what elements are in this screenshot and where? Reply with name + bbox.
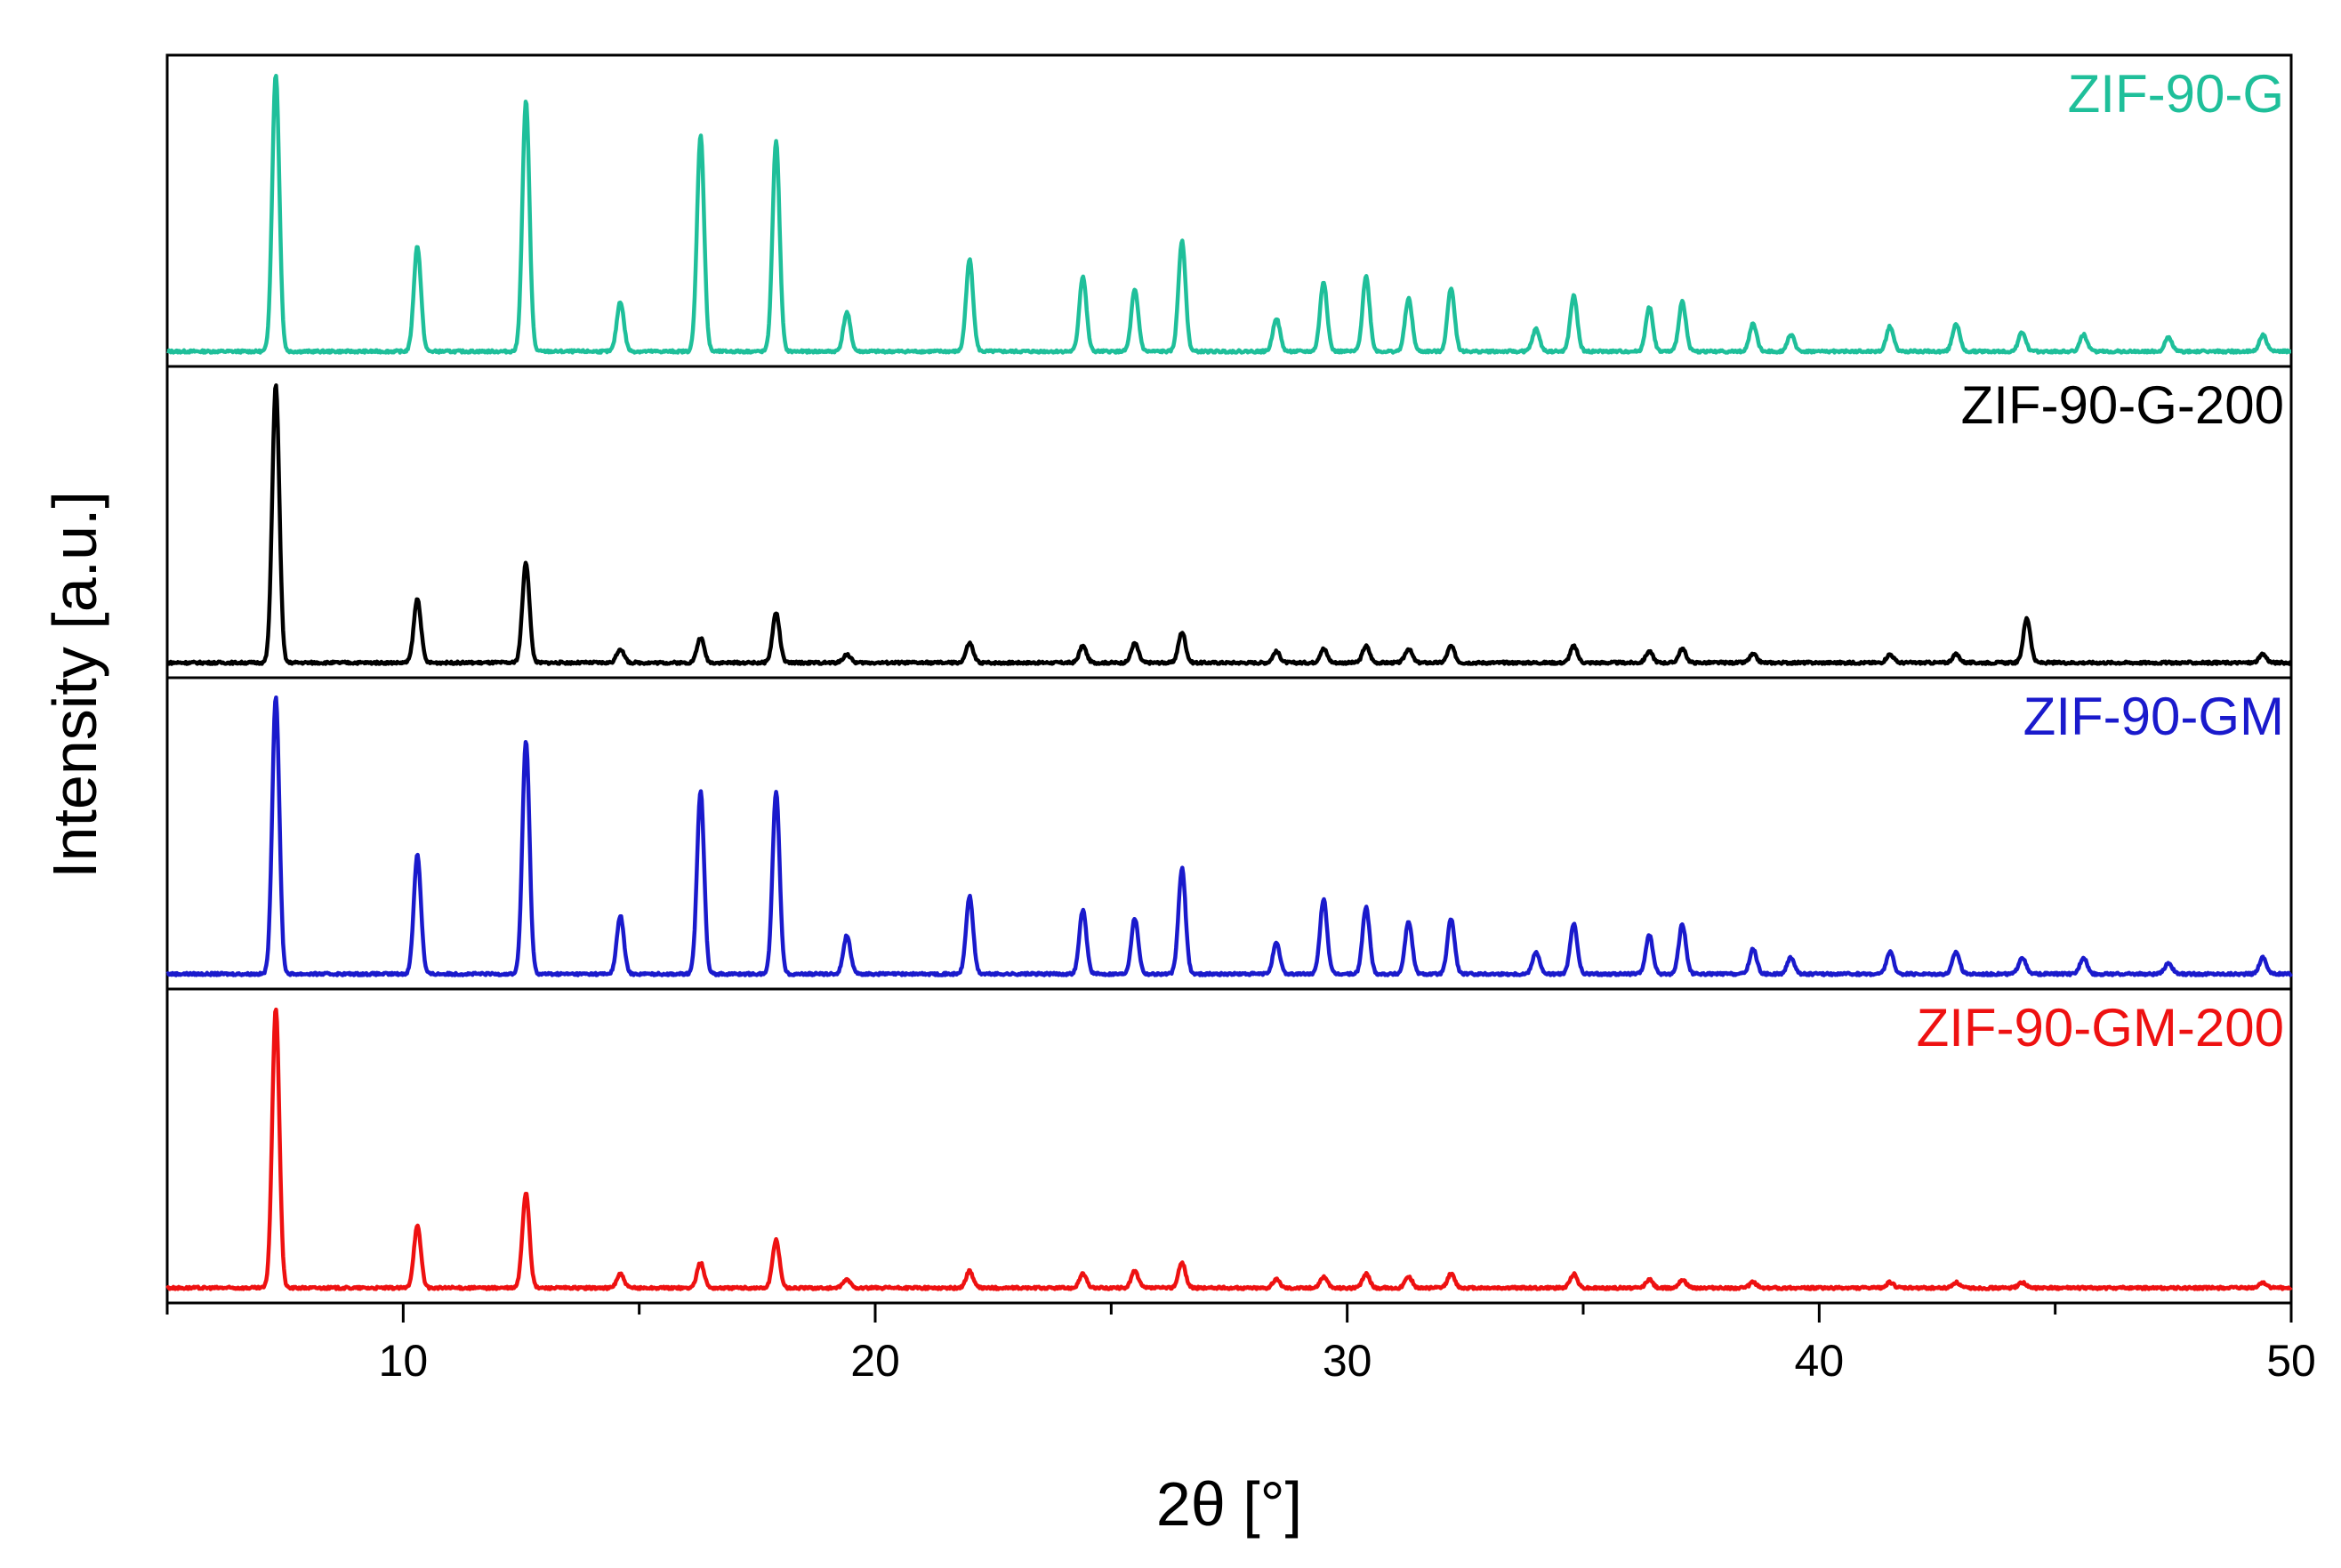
panel-frame [165,53,2293,368]
panel-4: ZIF-90-GM-200 [165,987,2293,1305]
series-line-4 [165,1007,2293,1291]
series-line-2 [165,383,2293,666]
panel-2: ZIF-90-G-200 [165,365,2293,679]
series-line-1 [165,73,2293,355]
x-axis-title: 2θ [°] [1156,1469,1302,1539]
x-tick-label: 30 [1323,1336,1372,1386]
panel-frame [165,987,2293,1305]
series-label-4: ZIF-90-GM-200 [1917,998,2284,1057]
series-line-3 [165,695,2293,977]
x-tick-label: 20 [850,1336,900,1386]
y-axis-title: Intensity [a.u.] [40,491,109,879]
x-tick-label: 40 [1795,1336,1845,1386]
series-label-1: ZIF-90-G [2068,64,2284,124]
x-tick-label: 50 [2266,1336,2316,1386]
x-axis-ticks: 10 20 30 40 50 [165,1303,2316,1386]
panels-group: ZIF-90-G ZIF-90-G-200 ZIF-90-GM ZIF-90-GM-2… [165,53,2293,1305]
series-label-3: ZIF-90-GM [2023,687,2284,746]
panel-3: ZIF-90-GM [165,676,2293,991]
x-tick-label: 10 [379,1336,429,1386]
panel-1: ZIF-90-G [165,53,2293,368]
series-label-2: ZIF-90-G-200 [1961,375,2284,435]
panel-frame [165,676,2293,991]
